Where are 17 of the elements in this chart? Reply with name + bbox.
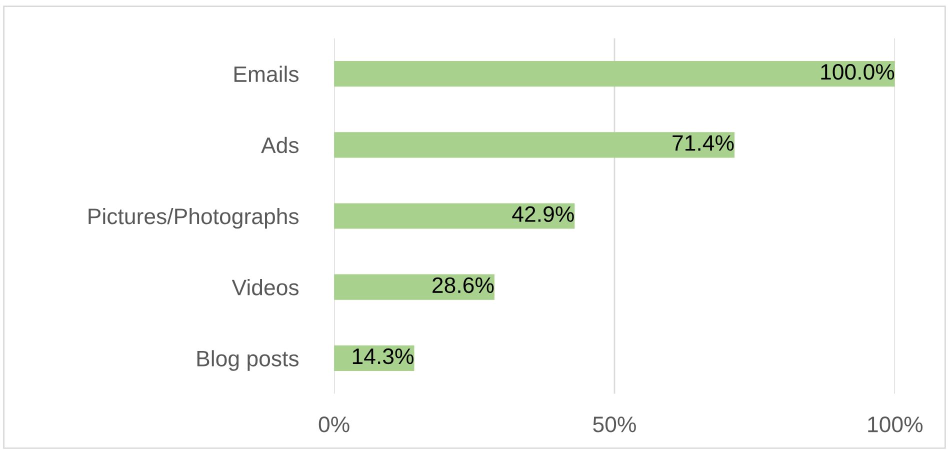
data-label: 71.4% [672,135,734,151]
x-tick-label: 0% [318,416,350,432]
y-tick-label: Pictures/Photographs [88,208,299,229]
data-label: 42.9% [512,206,574,222]
y-tick-label: Emails [234,66,299,82]
data-label: 28.6% [432,277,494,294]
y-tick-label: Blog posts [197,350,299,371]
bar [334,61,895,87]
data-label: 14.3% [352,348,414,364]
x-tick-label: 100% [868,416,923,432]
data-label: 100.0% [821,64,894,80]
bar [334,274,494,300]
bar [334,132,734,158]
y-tick-label: Videos [232,279,299,296]
x-tick-label: 50% [593,416,636,432]
bar [334,203,575,229]
y-tick-label: Ads [261,136,299,154]
